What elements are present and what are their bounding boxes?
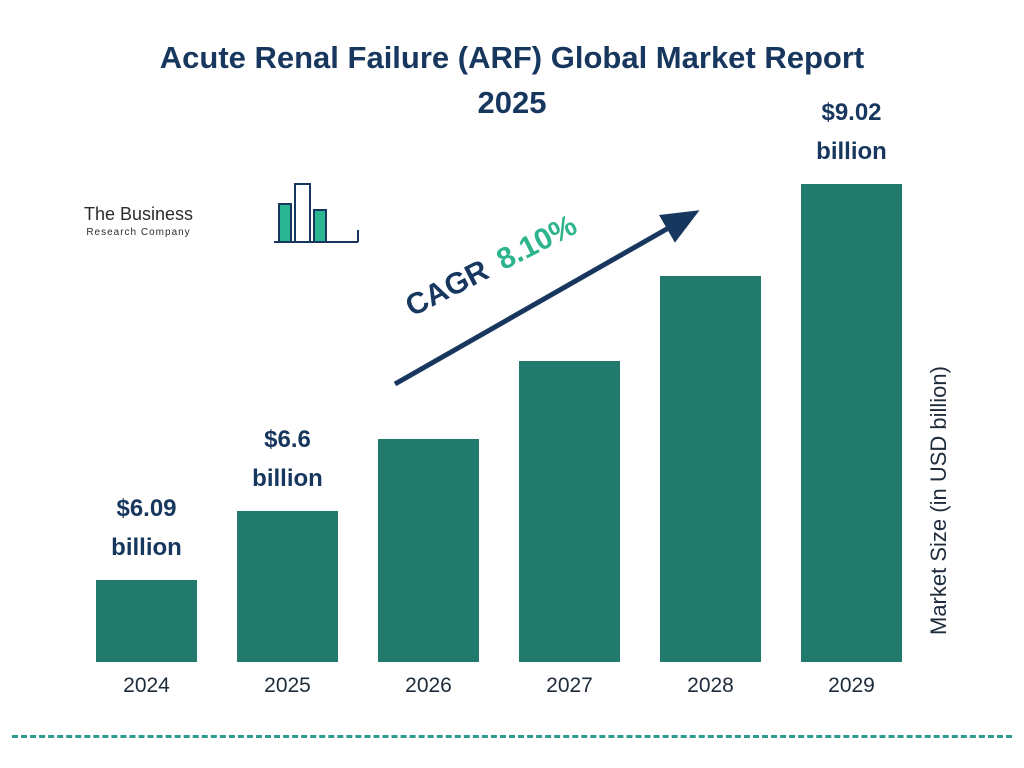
bar-2026 [378, 439, 479, 662]
bottom-dashed-divider [12, 735, 1012, 738]
company-logo: The Business Research Company [76, 180, 359, 250]
bar-chart: $6.09 billion 2024 $6.6 billion 2025 2026 2027 2… [96, 99, 902, 702]
x-axis-label-2029: 2029 [828, 674, 875, 697]
x-axis-label-2024: 2024 [123, 674, 170, 697]
page-title: Acute Renal Failure (ARF) Global Market … [159, 40, 865, 120]
company-logo-line2: Research Company [86, 227, 191, 238]
bar-2027 [519, 361, 620, 662]
bar-column-2026: 2026 [378, 427, 479, 702]
bar-value-label-2029: $9.02 billion [816, 98, 887, 166]
x-axis-label-2028: 2028 [687, 674, 734, 697]
x-axis-label-2027: 2027 [546, 674, 593, 697]
y-axis-title: Market Size (in USD billion) [926, 366, 951, 636]
company-logo-text: The Business Research Company [76, 204, 201, 238]
cagr-trend-arrow [393, 210, 700, 387]
x-axis-label-2026: 2026 [405, 674, 452, 697]
bar-column-2025: $6.6 billion 2025 [237, 420, 338, 702]
bar-chart-logo-icon [274, 183, 359, 243]
bar-2029 [801, 184, 902, 662]
bar-2025 [237, 511, 338, 662]
x-axis-label-2025: 2025 [264, 674, 311, 697]
bar-value-label-2024: $6.09 billion [111, 494, 182, 562]
bar-column-2028: 2028 [660, 264, 761, 702]
bar-column-2029: $9.02 billion 2029 [801, 93, 902, 702]
company-logo-line1: The Business [83, 204, 194, 224]
bar-column-2024: $6.09 billion 2024 [96, 489, 197, 702]
bar-2024 [96, 580, 197, 662]
bar-value-label-2025: $6.6 billion [252, 425, 323, 493]
bar-2028 [660, 276, 761, 662]
bar-column-2027: 2027 [519, 349, 620, 702]
